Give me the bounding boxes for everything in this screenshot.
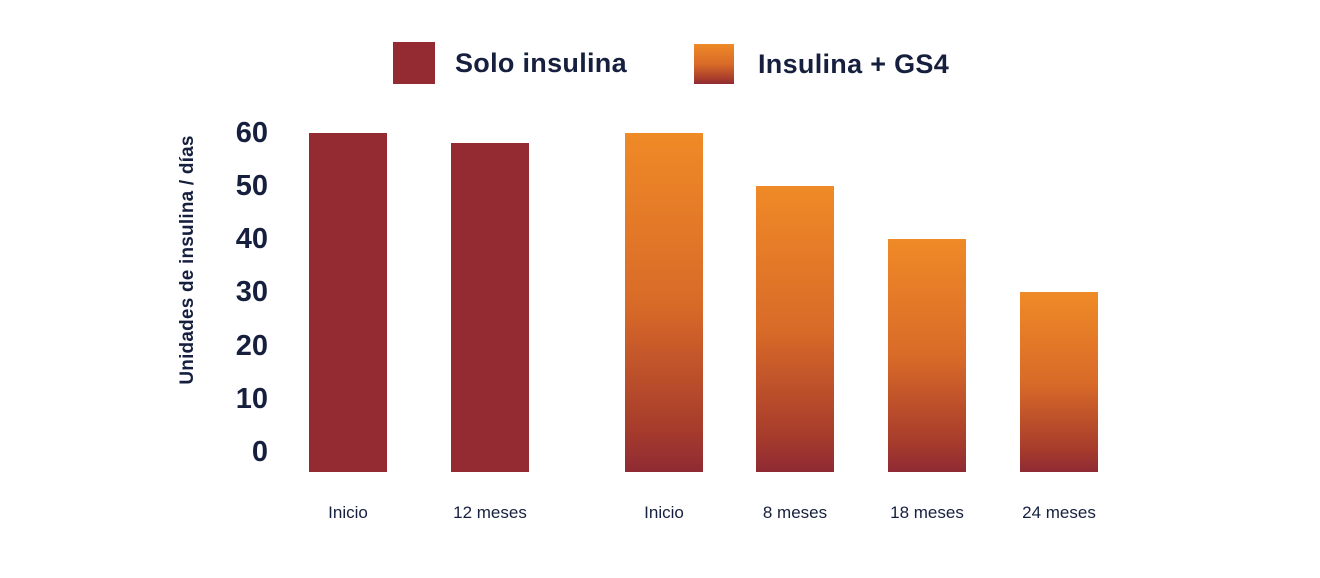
x-tick-label: 12 meses — [453, 503, 527, 522]
x-tick-label: 8 meses — [762, 503, 828, 522]
bar-insulina-gs4-24-meses — [1020, 292, 1098, 472]
x-tick-label: 18 meses — [890, 503, 964, 522]
x-tick-label: Inicio — [328, 503, 368, 522]
legend-swatch-solo-insulina — [393, 42, 435, 84]
bar-insulina-gs4-18-meses — [888, 239, 966, 472]
y-tick-label: 0 — [251, 436, 268, 468]
legend-swatch-insulina-gs4 — [694, 44, 734, 84]
bar-insulina-gs4-inicio — [625, 132, 703, 472]
legend-item-solo-insulina: Solo insulina — [393, 42, 627, 84]
y-tick-label: 20 — [235, 329, 268, 362]
bar-insulina-gs4-8-meses — [756, 186, 834, 472]
y-tick-label: 40 — [235, 223, 268, 256]
y-tick-label: 30 — [235, 276, 268, 309]
y-tick-label: 10 — [235, 382, 268, 415]
legend-label-insulina-gs4: Insulina + GS4 — [758, 48, 950, 79]
y-tick-label: 60 — [235, 116, 268, 149]
x-tick-label: Inicio — [644, 503, 684, 522]
y-tick-label: 50 — [235, 170, 268, 202]
bar-solo-insulina-12-meses — [451, 143, 529, 472]
legend-label-solo-insulina: Solo insulina — [455, 47, 627, 78]
legend-item-insulina-gs4: Insulina + GS4 — [694, 44, 949, 84]
x-tick-label: 24 meses — [1022, 503, 1096, 522]
bar-solo-insulina-inicio — [309, 132, 387, 472]
